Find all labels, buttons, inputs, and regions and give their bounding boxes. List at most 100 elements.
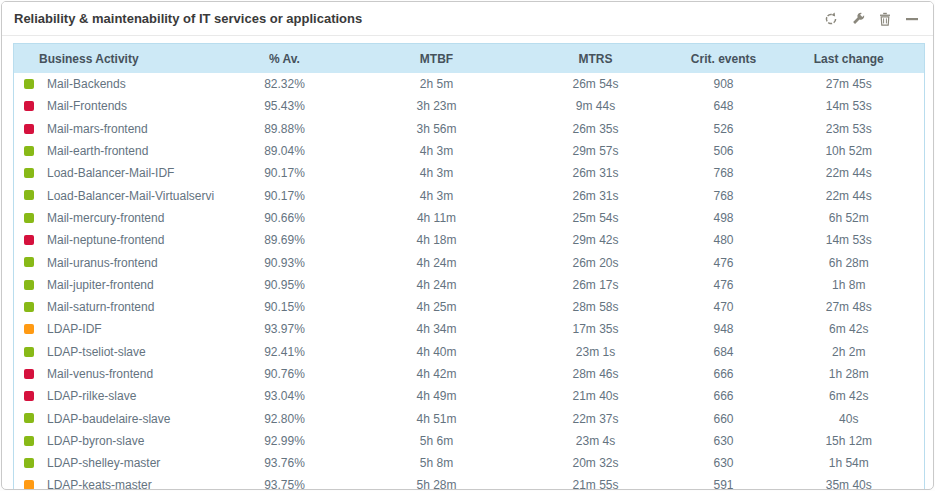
- availability-cell: 82.32%: [214, 73, 356, 95]
- table-row[interactable]: Load-Balancer-Mail-IDF90.17%4h 3m26m 31s…: [14, 162, 925, 184]
- widget-body: Business Activity % Av. MTBF MTRS Crit. …: [2, 36, 933, 490]
- mtbf-cell: 5h 6m: [356, 430, 518, 452]
- table-row[interactable]: Mail-uranus-frontend90.93%4h 24m26m 20s4…: [14, 251, 925, 273]
- crit-events-cell: 630: [674, 452, 774, 474]
- table-row[interactable]: Load-Balancer-Mail-Virtualservice90.17%4…: [14, 184, 925, 206]
- business-activity-label: LDAP-IDF: [47, 322, 102, 336]
- status-icon: [24, 257, 34, 267]
- mtbf-cell: 4h 40m: [356, 341, 518, 363]
- column-header-mtbf[interactable]: MTBF: [356, 44, 518, 74]
- table-row[interactable]: Mail-venus-frontend90.76%4h 42m28m 46s66…: [14, 363, 925, 385]
- mtrs-cell: 28m 46s: [518, 363, 674, 385]
- mtbf-cell: 4h 3m: [356, 140, 518, 162]
- business-activity-cell: Mail-Frontends: [14, 95, 214, 117]
- business-activity-cell: LDAP-baudelaire-slave: [14, 407, 214, 429]
- table-row[interactable]: LDAP-baudelaire-slave92.80%4h 51m22m 37s…: [14, 407, 925, 429]
- mtrs-cell: 21m 55s: [518, 474, 674, 490]
- mtbf-cell: 3h 56m: [356, 118, 518, 140]
- crit-events-cell: 660: [674, 407, 774, 429]
- table-row[interactable]: LDAP-rilke-slave93.04%4h 49m21m 40s6666m…: [14, 385, 925, 407]
- mtrs-cell: 9m 44s: [518, 95, 674, 117]
- table-row[interactable]: Mail-saturn-frontend90.15%4h 25m28m 58s4…: [14, 296, 925, 318]
- business-activity-label: Mail-saturn-frontend: [47, 300, 154, 314]
- availability-cell: 89.69%: [214, 229, 356, 251]
- column-header-availability[interactable]: % Av.: [214, 44, 356, 74]
- status-icon: [24, 79, 34, 89]
- last-change-cell: 1h 28m: [774, 363, 925, 385]
- availability-cell: 92.80%: [214, 407, 356, 429]
- mtrs-cell: 22m 37s: [518, 407, 674, 429]
- business-activity-label: Load-Balancer-Mail-IDF: [47, 166, 174, 180]
- availability-cell: 90.66%: [214, 207, 356, 229]
- business-activity-label: LDAP-rilke-slave: [47, 389, 136, 403]
- status-icon: [24, 480, 34, 490]
- mtrs-cell: 28m 58s: [518, 296, 674, 318]
- reliability-widget: Reliability & maintenability of IT servi…: [1, 1, 934, 490]
- refresh-button[interactable]: [822, 10, 840, 28]
- crit-events-cell: 476: [674, 274, 774, 296]
- business-activity-cell: Load-Balancer-Mail-Virtualservice: [14, 184, 214, 206]
- crit-events-cell: 768: [674, 184, 774, 206]
- business-activity-label: LDAP-baudelaire-slave: [47, 412, 170, 426]
- crit-events-cell: 948: [674, 318, 774, 340]
- availability-cell: 93.97%: [214, 318, 356, 340]
- mtbf-cell: 2h 5m: [356, 73, 518, 95]
- table-row[interactable]: Mail-mars-frontend89.88%3h 56m26m 35s526…: [14, 118, 925, 140]
- business-activity-cell: Mail-earth-frontend: [14, 140, 214, 162]
- table-row[interactable]: Mail-earth-frontend89.04%4h 3m29m 57s506…: [14, 140, 925, 162]
- table-row[interactable]: Mail-Backends82.32%2h 5m26m 54s90827m 45…: [14, 73, 925, 95]
- column-header-business-activity[interactable]: Business Activity: [14, 44, 214, 74]
- last-change-cell: 10h 52m: [774, 140, 925, 162]
- business-activity-cell: LDAP-tseliot-slave: [14, 341, 214, 363]
- table-row[interactable]: Mail-jupiter-frontend90.95%4h 24m26m 17s…: [14, 274, 925, 296]
- table-body: Mail-Backends82.32%2h 5m26m 54s90827m 45…: [14, 73, 925, 490]
- configure-button[interactable]: [849, 10, 867, 28]
- business-activity-label: Mail-earth-frontend: [47, 144, 148, 158]
- business-activity-label: LDAP-tseliot-slave: [47, 345, 146, 359]
- availability-cell: 92.99%: [214, 430, 356, 452]
- status-icon: [24, 190, 34, 200]
- collapse-button[interactable]: [903, 10, 921, 28]
- business-activity-label: Mail-uranus-frontend: [47, 256, 158, 270]
- business-activity-label: Mail-mercury-frontend: [47, 211, 164, 225]
- mtrs-cell: 26m 20s: [518, 251, 674, 273]
- table-row[interactable]: LDAP-byron-slave92.99%5h 6m23m 4s63015h …: [14, 430, 925, 452]
- availability-cell: 95.43%: [214, 95, 356, 117]
- wrench-icon: [851, 12, 865, 26]
- reliability-table: Business Activity % Av. MTBF MTRS Crit. …: [13, 43, 925, 490]
- status-icon: [24, 280, 34, 290]
- business-activity-label: LDAP-byron-slave: [47, 434, 144, 448]
- status-icon: [24, 458, 34, 468]
- column-header-last-change[interactable]: Last change: [774, 44, 925, 74]
- status-icon: [24, 324, 34, 334]
- table-row[interactable]: LDAP-IDF93.97%4h 34m17m 35s9486m 42s: [14, 318, 925, 340]
- table-row[interactable]: Mail-neptune-frontend89.69%4h 18m29m 42s…: [14, 229, 925, 251]
- business-activity-cell: LDAP-byron-slave: [14, 430, 214, 452]
- crit-events-cell: 498: [674, 207, 774, 229]
- mtrs-cell: 21m 40s: [518, 385, 674, 407]
- mtbf-cell: 5h 28m: [356, 474, 518, 490]
- business-activity-cell: Mail-uranus-frontend: [14, 251, 214, 273]
- business-activity-label: Mail-venus-frontend: [47, 367, 153, 381]
- business-activity-cell: Load-Balancer-Mail-IDF: [14, 162, 214, 184]
- table-row[interactable]: Mail-mercury-frontend90.66%4h 11m25m 54s…: [14, 207, 925, 229]
- availability-cell: 93.76%: [214, 452, 356, 474]
- table-row[interactable]: Mail-Frontends95.43%3h 23m9m 44s64814m 5…: [14, 95, 925, 117]
- table-row[interactable]: LDAP-tseliot-slave92.41%4h 40m23m 1s6842…: [14, 341, 925, 363]
- business-activity-cell: LDAP-shelley-master: [14, 452, 214, 474]
- availability-cell: 90.15%: [214, 296, 356, 318]
- column-header-mtrs[interactable]: MTRS: [518, 44, 674, 74]
- trash-icon: [878, 12, 892, 26]
- mtbf-cell: 3h 23m: [356, 95, 518, 117]
- mtrs-cell: 20m 32s: [518, 452, 674, 474]
- last-change-cell: 2h 2m: [774, 341, 925, 363]
- mtbf-cell: 4h 3m: [356, 162, 518, 184]
- delete-button[interactable]: [876, 10, 894, 28]
- business-activity-label: Mail-neptune-frontend: [47, 233, 164, 247]
- minus-icon: [905, 12, 919, 26]
- table-row[interactable]: LDAP-shelley-master93.76%5h 8m20m 32s630…: [14, 452, 925, 474]
- table-row[interactable]: LDAP-keats-master93.75%5h 28m21m 55s5913…: [14, 474, 925, 490]
- business-activity-cell: Mail-jupiter-frontend: [14, 274, 214, 296]
- status-icon: [24, 124, 34, 134]
- column-header-crit-events[interactable]: Crit. events: [674, 44, 774, 74]
